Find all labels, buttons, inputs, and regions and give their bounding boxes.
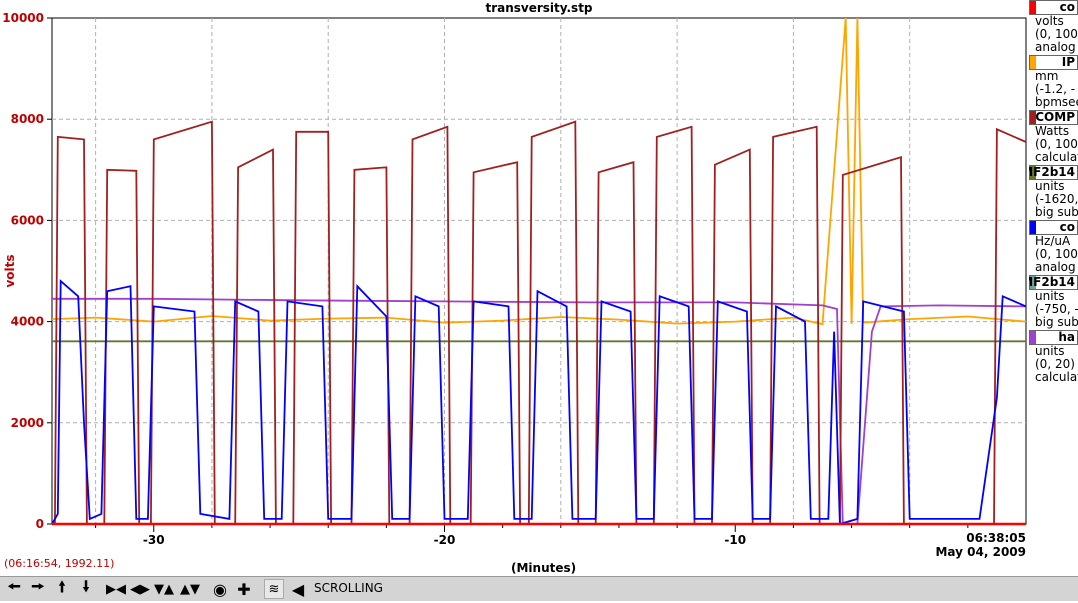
legend-entry[interactable]: COMP Watts (0, 100 calculat xyxy=(1029,110,1078,164)
y-tick-label: 2000 xyxy=(11,416,44,430)
zoom-in-horizontal-icon[interactable]: ▶◀ xyxy=(106,581,126,597)
legend-name: co xyxy=(1059,220,1075,234)
legend-header[interactable]: co xyxy=(1029,220,1078,235)
arrow-up-icon[interactable]: 🠙 xyxy=(57,576,67,596)
chart-title: transversity.stp xyxy=(485,1,593,15)
legend-detail: units xyxy=(1035,179,1065,193)
legend-name: MF2b14 xyxy=(1029,165,1075,179)
scroll-left-icon[interactable]: ◀ xyxy=(291,579,305,599)
legend-swatch xyxy=(1030,166,1036,179)
y-tick-label: 0 xyxy=(36,517,44,531)
zoom-in-vertical-icon[interactable]: ▼▲ xyxy=(154,581,174,597)
series-line-comp-2 xyxy=(54,120,1027,525)
legend-detail: Watts xyxy=(1035,124,1070,138)
scrolling-label: SCROLLING xyxy=(314,581,383,595)
legend-detail: units xyxy=(1035,344,1065,358)
zoom-out-vertical-icon[interactable]: ▲▼ xyxy=(180,581,200,597)
y-tick-label: 10000 xyxy=(2,11,44,25)
legend-entry[interactable]: co Hz/uA (0, 100 analog xyxy=(1029,220,1078,274)
legend-detail: calculat xyxy=(1035,150,1078,164)
legend-detail: analog xyxy=(1035,260,1076,274)
legend-detail: bpmsee xyxy=(1035,95,1078,109)
x-tick-label: -30 xyxy=(143,533,165,547)
legend-name: co xyxy=(1059,0,1075,14)
legend-header[interactable]: ha xyxy=(1029,330,1078,345)
legend-entry[interactable]: MF2b14units(-750, -big sub xyxy=(1029,275,1078,329)
legend-swatch xyxy=(1030,276,1036,289)
arrow-right-icon[interactable]: 🠚 xyxy=(30,576,45,596)
y-tick-label: 4000 xyxy=(11,315,44,329)
legend-header[interactable]: MF2b14 xyxy=(1029,275,1078,290)
legend-name: ha xyxy=(1058,330,1075,344)
timestamp: 06:38:05 May 04, 2009 xyxy=(935,531,1026,559)
y-tick-label: 6000 xyxy=(11,213,44,227)
legend-detail: (0, 20) xyxy=(1035,357,1075,371)
series-line-ha-6 xyxy=(52,297,1027,525)
legend-name: COMP xyxy=(1035,110,1075,124)
chart-plot[interactable]: 0 2000 4000 6000 8000 10000 -30 -20 -10 volts xyxy=(0,0,1078,560)
y-axis-label: volts xyxy=(3,254,17,287)
record-icon[interactable]: ◉ xyxy=(213,579,227,599)
legend-name: IP xyxy=(1061,55,1075,69)
legend-swatch xyxy=(1030,331,1036,344)
legend-detail: (0, 100 xyxy=(1035,27,1078,41)
y-tick-label: 8000 xyxy=(11,112,44,126)
legend-entry[interactable]: ha units (0, 20) calculat xyxy=(1029,330,1078,384)
legend-name: MF2b14 xyxy=(1029,275,1075,289)
autoscale-icon[interactable]: ≋ xyxy=(264,579,284,599)
arrow-down-icon[interactable]: 🠛 xyxy=(81,576,91,596)
legend-entry[interactable]: MF2b14units(-1620,big sub xyxy=(1029,165,1078,219)
legend-detail: mm xyxy=(1035,69,1059,83)
legend-detail: (-1.2, - xyxy=(1035,82,1076,96)
legend-header[interactable]: co xyxy=(1029,0,1078,15)
legend-detail: big sub xyxy=(1035,315,1078,329)
legend-detail: (-1620, xyxy=(1035,192,1078,206)
legend-header[interactable]: MF2b14 xyxy=(1029,165,1078,180)
legend-swatch xyxy=(1030,111,1036,124)
toolbar: 🠘 🠚 🠙 🠛 ▶◀ ◀▶ ▼▲ ▲▼ ◉ ✚ ≋ ◀ SCROLLING xyxy=(0,576,1078,601)
legend-detail: (0, 100 xyxy=(1035,137,1078,151)
legend-detail: analog xyxy=(1035,40,1076,54)
legend-entry[interactable]: co volts (0, 100 analog xyxy=(1029,0,1078,54)
legend-header[interactable]: COMP xyxy=(1029,110,1078,125)
x-axis-label: (Minutes) xyxy=(511,561,577,575)
legend-detail: (-750, - xyxy=(1035,302,1078,316)
series-line-co-4 xyxy=(51,279,1027,526)
zoom-out-horizontal-icon[interactable]: ◀▶ xyxy=(130,581,150,597)
legend-detail: big sub xyxy=(1035,205,1078,219)
legend-detail: volts xyxy=(1035,14,1064,28)
x-tick-label: -10 xyxy=(724,533,746,547)
legend-swatch xyxy=(1030,221,1036,234)
legend-header[interactable]: IP xyxy=(1029,55,1078,70)
x-tick-label: -20 xyxy=(434,533,456,547)
time-label: 06:38:05 xyxy=(966,531,1026,545)
legend-detail: (0, 100 xyxy=(1035,247,1078,261)
arrow-left-icon[interactable]: 🠘 xyxy=(6,576,21,596)
legend-swatch xyxy=(1030,1,1036,14)
date-label: May 04, 2009 xyxy=(935,545,1026,559)
legend-detail: units xyxy=(1035,289,1065,303)
legend-swatch xyxy=(1030,56,1036,69)
plus-icon[interactable]: ✚ xyxy=(237,579,251,599)
cursor-readout: (06:16:54, 1992.11) xyxy=(4,557,115,570)
legend-detail: calculat xyxy=(1035,370,1078,384)
legend-detail: Hz/uA xyxy=(1035,234,1071,248)
